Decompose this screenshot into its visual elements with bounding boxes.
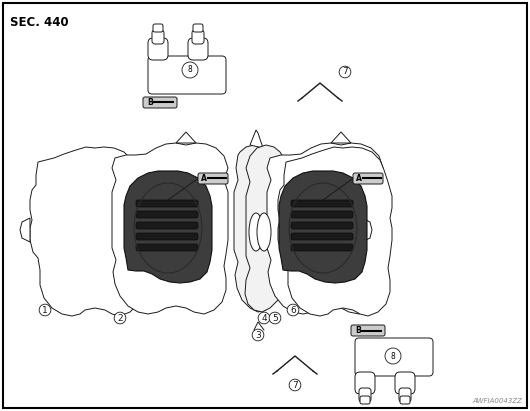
Polygon shape [250, 130, 263, 148]
FancyBboxPatch shape [359, 388, 371, 402]
FancyBboxPatch shape [193, 24, 203, 32]
FancyBboxPatch shape [291, 222, 353, 229]
FancyBboxPatch shape [136, 211, 198, 218]
Text: 4: 4 [261, 314, 267, 323]
Text: 5: 5 [272, 314, 278, 323]
FancyBboxPatch shape [136, 244, 198, 251]
Text: 1: 1 [42, 305, 48, 314]
Text: 7: 7 [342, 67, 348, 76]
Text: SEC. 440: SEC. 440 [10, 16, 68, 29]
FancyBboxPatch shape [143, 97, 177, 108]
FancyBboxPatch shape [148, 56, 226, 94]
Polygon shape [278, 147, 392, 316]
Text: AWFIA0043ZZ: AWFIA0043ZZ [472, 398, 522, 404]
FancyBboxPatch shape [136, 222, 198, 229]
FancyBboxPatch shape [291, 233, 353, 240]
FancyBboxPatch shape [198, 173, 228, 184]
Circle shape [385, 348, 401, 364]
Text: B: B [355, 326, 361, 335]
FancyBboxPatch shape [355, 338, 433, 376]
FancyBboxPatch shape [291, 200, 353, 207]
Ellipse shape [249, 213, 263, 251]
FancyBboxPatch shape [153, 24, 163, 32]
FancyBboxPatch shape [291, 211, 353, 218]
Text: 8: 8 [188, 65, 192, 74]
Polygon shape [362, 218, 372, 242]
FancyBboxPatch shape [353, 173, 383, 184]
Ellipse shape [257, 213, 271, 251]
Text: A: A [201, 174, 207, 183]
Polygon shape [234, 145, 275, 312]
Text: 8: 8 [391, 351, 395, 360]
FancyBboxPatch shape [136, 233, 198, 240]
Polygon shape [331, 132, 351, 143]
FancyBboxPatch shape [192, 30, 204, 44]
FancyBboxPatch shape [351, 325, 385, 336]
FancyBboxPatch shape [400, 396, 410, 404]
Text: 2: 2 [117, 314, 123, 323]
Text: 6: 6 [290, 305, 296, 314]
FancyBboxPatch shape [152, 30, 164, 44]
Polygon shape [267, 143, 383, 314]
FancyBboxPatch shape [399, 388, 411, 402]
Circle shape [182, 62, 198, 78]
Text: B: B [147, 98, 153, 107]
FancyBboxPatch shape [360, 396, 370, 404]
Polygon shape [20, 218, 30, 242]
Polygon shape [245, 145, 286, 312]
Polygon shape [176, 132, 196, 143]
FancyBboxPatch shape [291, 244, 353, 251]
Text: 3: 3 [255, 330, 261, 339]
FancyBboxPatch shape [136, 200, 198, 207]
Text: A: A [356, 174, 362, 183]
FancyBboxPatch shape [148, 38, 168, 60]
FancyBboxPatch shape [188, 38, 208, 60]
FancyBboxPatch shape [395, 372, 415, 394]
Polygon shape [30, 147, 144, 316]
Text: 7: 7 [292, 381, 298, 390]
Polygon shape [124, 171, 212, 283]
Polygon shape [112, 143, 228, 314]
FancyBboxPatch shape [355, 372, 375, 394]
Polygon shape [279, 171, 367, 283]
